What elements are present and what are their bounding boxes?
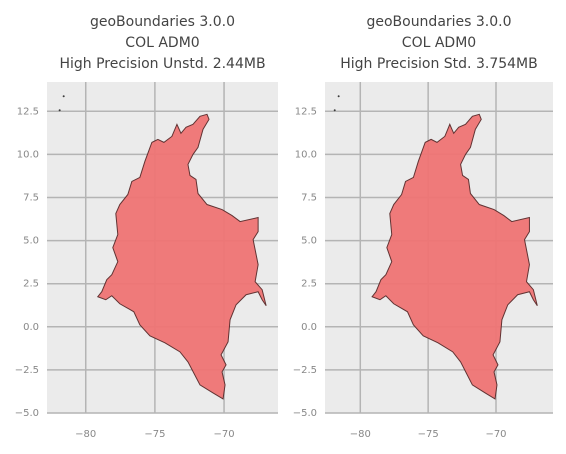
y-tick-label: −2.5 — [293, 365, 317, 376]
x-tick-label: −80 — [75, 429, 96, 440]
chart-title: geoBoundaries 3.0.0 — [90, 14, 235, 30]
y-tick-label: 7.5 — [23, 193, 39, 204]
y-tick-label: −2.5 — [15, 365, 39, 376]
x-tick-label: −70 — [213, 429, 234, 440]
chart-title: COL ADM0 — [402, 35, 476, 51]
chart-title: High Precision Std. 3.754MB — [340, 56, 537, 72]
y-tick-label: 10.0 — [17, 149, 39, 160]
y-tick-label: −5.0 — [293, 408, 317, 419]
y-tick-label: 5.0 — [23, 236, 39, 247]
y-tick-label: 10.0 — [295, 149, 317, 160]
y-tick-label: 5.0 — [301, 236, 317, 247]
panel: geoBoundaries 3.0.0 COL ADM0 High Precisio… — [15, 14, 278, 440]
y-tick-label: 7.5 — [301, 193, 317, 204]
x-tick-label: −75 — [418, 429, 439, 440]
y-tick-label: 12.5 — [17, 106, 39, 117]
x-tick-label: −80 — [350, 429, 371, 440]
y-tick-label: 2.5 — [23, 279, 39, 290]
chart-title: High Precision Unstd. 2.44MB — [59, 56, 265, 72]
chart-title: geoBoundaries 3.0.0 — [366, 14, 511, 30]
y-tick-label: −5.0 — [15, 408, 39, 419]
y-tick-label: 0.0 — [23, 322, 39, 333]
y-tick-label: 12.5 — [295, 106, 317, 117]
chart-title: COL ADM0 — [125, 35, 199, 51]
y-tick-label: 2.5 — [301, 279, 317, 290]
x-tick-label: −70 — [485, 429, 506, 440]
y-tick-label: 0.0 — [301, 322, 317, 333]
x-tick-label: −75 — [144, 429, 165, 440]
panel: geoBoundaries 3.0.0 COL ADM0 High Precisio… — [293, 14, 553, 440]
